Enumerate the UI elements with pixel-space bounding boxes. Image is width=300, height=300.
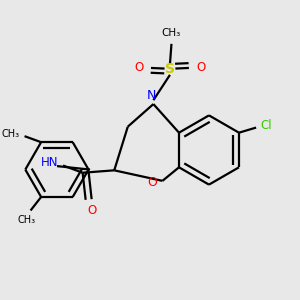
- Text: O: O: [134, 61, 143, 74]
- Text: S: S: [165, 62, 175, 76]
- Text: HN: HN: [41, 156, 58, 169]
- Text: CH₃: CH₃: [162, 28, 181, 38]
- Text: Cl: Cl: [261, 119, 272, 132]
- Text: CH₃: CH₃: [18, 215, 36, 225]
- Text: CH₃: CH₃: [2, 129, 20, 139]
- Text: O: O: [87, 204, 96, 217]
- Text: O: O: [147, 176, 157, 189]
- Text: N: N: [147, 89, 157, 102]
- Text: O: O: [196, 61, 206, 74]
